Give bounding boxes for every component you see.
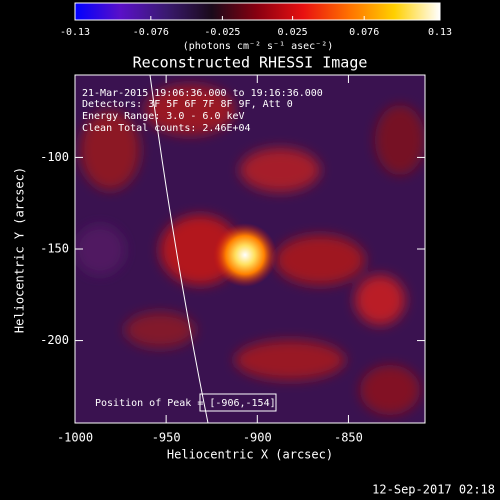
emission <box>75 85 425 415</box>
x-tick-label: -1000 <box>57 431 93 445</box>
solar-limb <box>149 75 209 423</box>
y-tick-label: -100 <box>40 150 69 164</box>
annotation: 21-Mar-2015 19:06:36.000 to 19:16:36.000 <box>82 88 323 99</box>
annotation: Clean Total counts: 2.46E+04 <box>82 123 251 134</box>
chart-title: Reconstructed RHESSI Image <box>133 54 368 72</box>
colorbar-tick-label: 0.13 <box>428 27 452 38</box>
x-axis-label: Heliocentric X (arcsec) <box>167 448 333 462</box>
colorbar-tick-label: -0.025 <box>204 27 240 38</box>
x-tick-label: -900 <box>243 431 272 445</box>
colorbar-label: (photons cm⁻² s⁻¹ asec⁻²) <box>183 41 334 52</box>
annotation: Energy Range: 3.0 - 6.0 keV <box>82 111 245 122</box>
colorbar-tick-label: 0.025 <box>278 27 308 38</box>
peak-box <box>199 393 277 412</box>
timestamp: 12-Sep-2017 02:18 <box>372 483 495 497</box>
x-tick-label: -950 <box>152 431 181 445</box>
y-tick-label: -150 <box>40 242 69 256</box>
colorbar-tick-label: -0.076 <box>133 27 169 38</box>
colorbar <box>74 2 441 21</box>
annotation: Detectors: 3F 5F 6F 7F 8F 9F, Att 0 <box>82 99 293 110</box>
y-axis-label: Heliocentric Y (arcsec) <box>13 167 27 333</box>
image <box>75 75 425 423</box>
colorbar-tick-label: -0.13 <box>60 27 90 38</box>
y-tick-label: -200 <box>40 333 69 347</box>
peak-label: Position of Peak = [-906,-154] <box>95 398 276 409</box>
peak-source <box>213 223 277 287</box>
colorbar-tick-label: 0.076 <box>349 27 379 38</box>
x-tick-label: -850 <box>334 431 363 445</box>
